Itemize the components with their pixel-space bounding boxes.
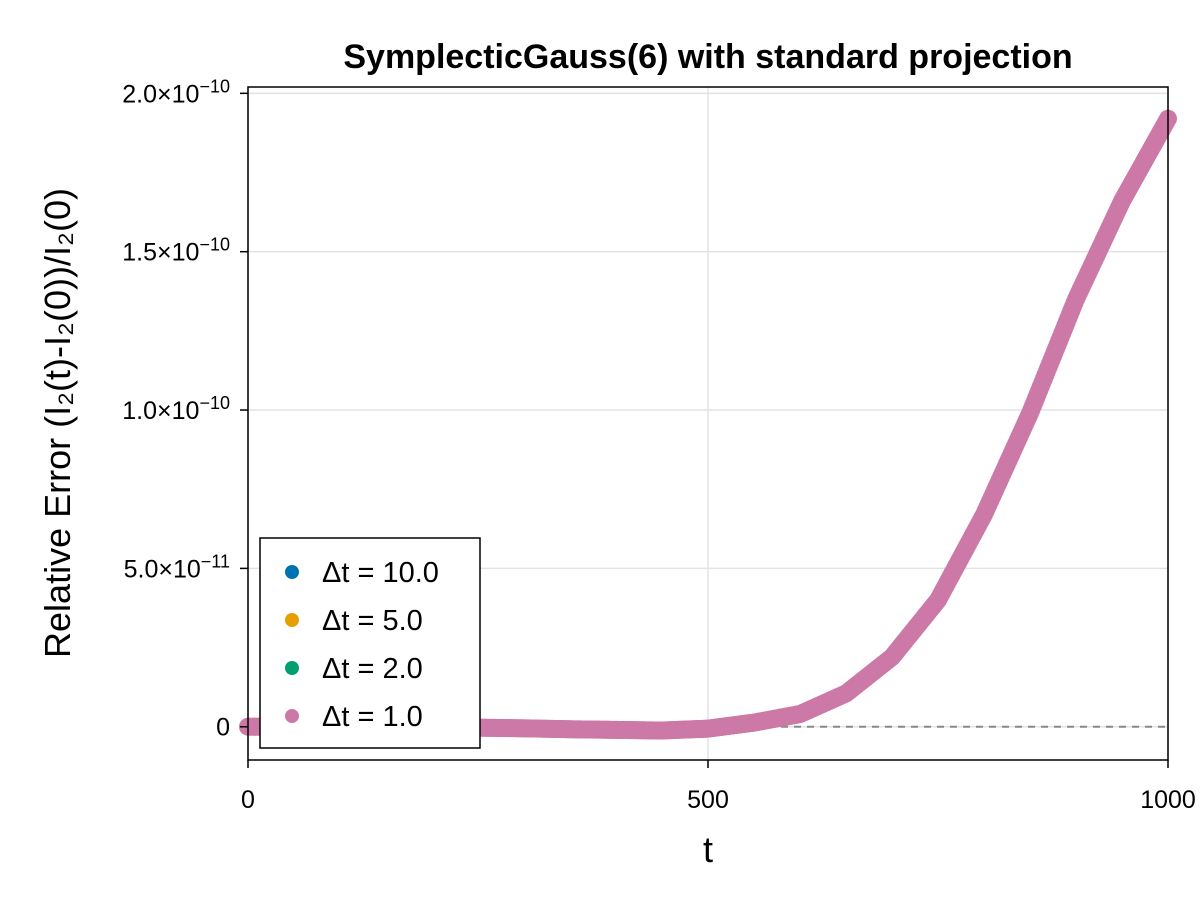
x-tick-label: 0 — [241, 786, 255, 814]
legend-label: Δt = 10.0 — [322, 557, 439, 589]
y-tick-label: 0 — [216, 714, 230, 742]
chart-title: SymplecticGauss(6) with standard project… — [343, 38, 1072, 76]
legend-marker — [285, 709, 299, 723]
x-axis-ticks: 0 500 1000 — [241, 760, 1196, 814]
y-tick-label: 1.5×10−10 — [122, 235, 230, 267]
legend: Δt = 10.0 Δt = 5.0 Δt = 2.0 Δt = 1.0 — [259, 537, 481, 749]
x-tick-label: 1000 — [1140, 786, 1196, 814]
legend-marker — [285, 565, 299, 579]
legend-marker — [285, 661, 299, 675]
x-tick-label: 500 — [687, 786, 729, 814]
y-axis-ticks: 0 5.0×10−11 1.0×10−10 1.5×10−10 2.0×10−10 — [122, 76, 248, 742]
y-axis-label: Relative Error (I₂(t)-I₂(0))/I₂(0) — [37, 188, 78, 658]
y-tick-label: 1.0×10−10 — [122, 393, 230, 425]
legend-label: Δt = 1.0 — [322, 701, 423, 733]
y-tick-label: 5.0×10−11 — [124, 551, 230, 583]
y-tick-label: 2.0×10−10 — [122, 76, 230, 108]
legend-label: Δt = 5.0 — [322, 605, 423, 637]
legend-label: Δt = 2.0 — [322, 653, 423, 685]
x-axis-label: t — [703, 829, 713, 870]
legend-marker — [285, 613, 299, 627]
